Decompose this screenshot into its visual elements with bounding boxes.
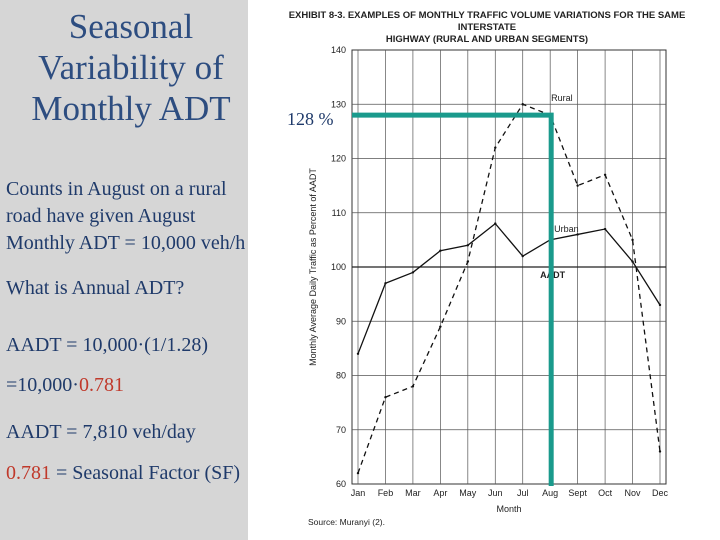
x-tick-label: Jul	[517, 488, 529, 498]
counts-line-3: Monthly ADT = 10,000 veh/h	[6, 232, 246, 254]
data-point-urban	[631, 260, 634, 263]
question-text: What is Annual ADT?	[6, 277, 185, 299]
y-tick-label: 80	[336, 371, 346, 381]
data-point-rural	[466, 260, 470, 263]
data-point-urban	[494, 222, 497, 225]
series-label-rural: Rural	[551, 93, 573, 103]
calc-step-2: =10,000·0.781	[6, 374, 124, 397]
series-line-rural	[357, 103, 661, 474]
x-tick-label: Aug	[542, 488, 558, 498]
data-point-rural	[658, 450, 662, 453]
data-point-urban	[521, 254, 524, 258]
data-point-urban	[384, 282, 387, 285]
calc-step-2-prefix: =10,000·	[6, 374, 79, 396]
data-point-rural	[521, 103, 524, 106]
y-tick-label: 90	[336, 316, 346, 326]
data-point-rural	[631, 238, 634, 242]
series-line-urban	[357, 222, 661, 355]
title-line-3: Monthly ADT	[31, 89, 231, 128]
left-panel	[0, 0, 248, 540]
x-axis-title: Month	[496, 504, 521, 514]
chart-source: Source: Muranyi (2).	[308, 517, 385, 527]
x-tick-label: Feb	[378, 488, 394, 498]
y-tick-label: 140	[331, 45, 346, 55]
y-tick-label: 130	[331, 99, 346, 109]
calc-step-2-value: 0.781	[78, 374, 124, 396]
data-point-rural	[576, 184, 579, 187]
data-point-rural	[494, 146, 497, 149]
x-tick-label: Oct	[598, 488, 613, 498]
calc-step-3: AADT = 7,810 veh/day	[6, 421, 196, 443]
y-tick-label: 60	[336, 479, 346, 489]
chart-title-line-2: HIGHWAY (RURAL AND URBAN SEGMENTS)	[385, 34, 589, 45]
x-tick-label: Dec	[652, 488, 669, 498]
y-tick-label: 110	[332, 208, 346, 218]
y-tick-label: 100	[331, 262, 346, 272]
data-point-rural	[603, 173, 607, 176]
data-point-rural	[384, 396, 387, 399]
chart-series	[352, 103, 666, 475]
y-tick-label: 70	[336, 425, 346, 435]
x-tick-label: Jan	[351, 488, 366, 498]
x-tick-labels: Jan Feb Mar Apr May Jun Jul Aug Sept Oct Nov Dec	[351, 488, 669, 498]
y-tick-label: 120	[331, 154, 346, 164]
y-axis-title: Monthly Average Daily Traffic as Percent…	[308, 168, 318, 366]
seasonal-factor-value: 0.781	[6, 462, 51, 484]
slide-title: Seasonal Variability of Monthly ADT	[0, 6, 262, 129]
annotation-bracket	[352, 112, 554, 486]
counts-text: Counts in August on a rural road have gi…	[6, 176, 245, 257]
data-point-urban	[356, 352, 360, 355]
data-point-urban	[603, 227, 607, 231]
x-tick-label: May	[459, 488, 477, 498]
data-point-rural	[356, 471, 360, 475]
chart-title-line-1: EXHIBIT 8-3. EXAMPLES OF MONTHLY TRAFFIC…	[288, 10, 686, 33]
data-point-urban	[466, 244, 470, 247]
data-point-rural	[411, 385, 415, 388]
x-tick-label: Jun	[488, 488, 503, 498]
x-tick-label: Nov	[625, 488, 642, 498]
counts-line-1: Counts in August on a rural	[6, 178, 227, 200]
x-tick-label: Apr	[433, 488, 447, 498]
series-label-urban: Urban	[554, 224, 579, 234]
data-point-urban	[576, 233, 579, 236]
chart-title: EXHIBIT 8-3. EXAMPLES OF MONTHLY TRAFFIC…	[262, 10, 712, 46]
data-point-urban	[411, 271, 415, 274]
data-point-rural	[439, 325, 442, 328]
percent-label: 128 %	[287, 109, 334, 129]
x-tick-label: Mar	[405, 488, 421, 498]
title-line-2: Variability of	[38, 48, 224, 87]
x-tick-label: Sept	[568, 488, 587, 498]
title-line-1: Seasonal	[68, 7, 194, 46]
seasonal-factor-text: = Seasonal Factor (SF)	[51, 462, 241, 484]
calc-step-1: AADT = 10,000·(1/1.28)	[6, 334, 209, 356]
data-point-urban	[439, 249, 442, 252]
y-tick-labels: 60 70 80 90 100 110 120 130 140	[331, 45, 346, 489]
counts-line-2: road have given August	[6, 205, 196, 227]
aug-annotation	[352, 112, 554, 486]
seasonal-factor-line: 0.781 = Seasonal Factor (SF)	[6, 462, 240, 485]
data-point-urban	[658, 303, 662, 307]
